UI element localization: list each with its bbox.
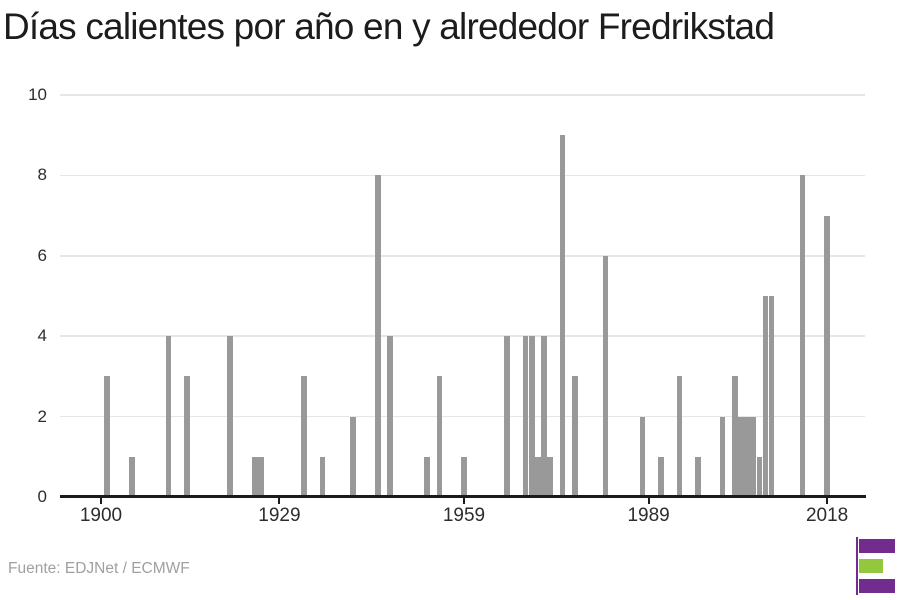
bar-1975 <box>559 135 566 497</box>
x-tick-label-1989: 1989 <box>627 505 670 526</box>
y-tick-label-8: 8 <box>37 165 47 185</box>
gridline-y-2 <box>60 415 865 418</box>
bar-1914 <box>184 376 190 497</box>
logo-bar-top-icon <box>859 539 895 553</box>
bar-1901 <box>104 376 110 497</box>
bar-1911 <box>165 336 172 497</box>
bar-2007 <box>756 456 763 497</box>
bar-1921 <box>227 336 233 497</box>
x-tick-1900 <box>100 497 102 504</box>
bar-2009 <box>768 296 775 497</box>
bar-2014 <box>799 175 806 497</box>
bar-1977 <box>571 376 578 497</box>
bar-1997 <box>695 456 701 497</box>
x-tick-1989 <box>647 497 650 504</box>
bar-2005 <box>744 416 750 497</box>
source-attribution: Fuente: EDJNet / ECMWF <box>8 560 190 577</box>
bar-1955 <box>436 376 443 497</box>
bar-1991 <box>658 456 664 497</box>
bar-1947 <box>387 336 393 497</box>
bar-1972 <box>541 336 547 497</box>
logo-bar-middle-icon <box>859 559 883 573</box>
bar-1926 <box>258 456 264 497</box>
y-tick-label-0: 0 <box>37 487 47 506</box>
x-tick-label-1929: 1929 <box>258 505 301 526</box>
bar-1936 <box>319 456 326 497</box>
gridline-y-6 <box>60 255 865 257</box>
logo-bar-bottom-icon <box>859 578 895 593</box>
x-tick-label-2018: 2018 <box>805 505 849 526</box>
bar-1988 <box>639 416 646 497</box>
bar-2003 <box>731 376 738 497</box>
x-tick-label-1900: 1900 <box>79 505 123 526</box>
bar-2001 <box>719 416 726 497</box>
y-tick-label-2: 2 <box>37 406 47 426</box>
y-tick-label-10: 10 <box>28 85 47 104</box>
bar-2006 <box>750 416 756 497</box>
y-tick-label-4: 4 <box>37 326 47 346</box>
bar-1925 <box>252 456 258 497</box>
bar-1994 <box>676 376 683 497</box>
bar-2008 <box>762 296 769 497</box>
bar-1971 <box>535 456 541 497</box>
gridline-y-8 <box>60 174 865 177</box>
bar-1982 <box>602 255 609 497</box>
bar-1933 <box>301 376 307 497</box>
x-tick-1959 <box>463 497 465 504</box>
bar-1953 <box>424 456 430 497</box>
bar-1969 <box>522 336 529 497</box>
x-tick-1929 <box>278 497 281 504</box>
bar-1959 <box>461 456 467 497</box>
logo-divider-line <box>856 537 858 595</box>
bar-1970 <box>528 336 535 497</box>
y-tick-label-6: 6 <box>37 245 47 265</box>
gridline-y-10 <box>60 94 865 96</box>
chart-title: Días calientes por año en y alrededor Fr… <box>3 6 775 47</box>
bar-1905 <box>128 456 135 497</box>
gridline-y-4 <box>60 335 865 337</box>
x-tick-2018 <box>826 497 829 504</box>
x-axis-line <box>60 495 866 498</box>
bar-2004 <box>738 416 744 497</box>
bar-1941 <box>350 416 357 497</box>
bar-1973 <box>547 456 553 497</box>
bar-2018 <box>824 215 830 497</box>
x-tick-label-1959: 1959 <box>442 505 486 526</box>
bar-1966 <box>504 336 510 497</box>
bar-1945 <box>375 175 381 497</box>
